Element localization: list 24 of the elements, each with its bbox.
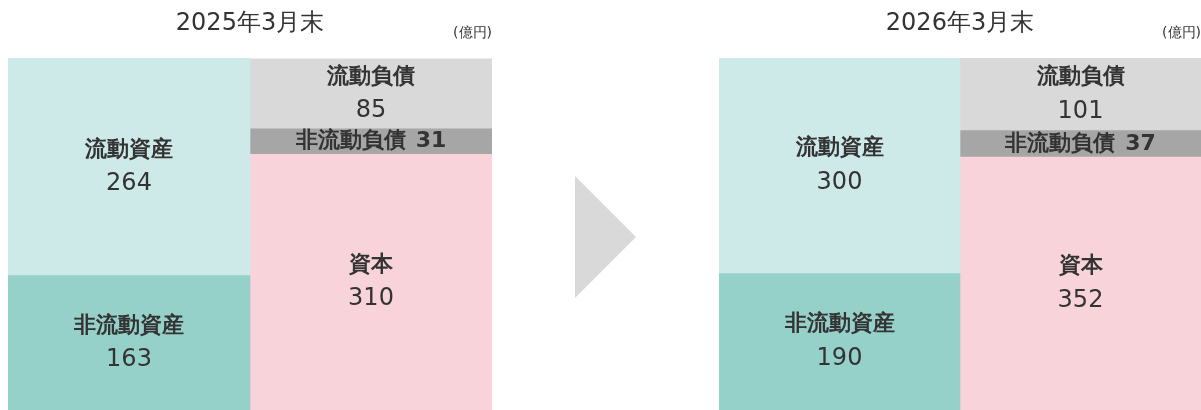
data-label: 190 bbox=[816, 342, 863, 371]
series-label: 流動負債 bbox=[1035, 63, 1125, 88]
chart-title: 2025年3月末 bbox=[175, 8, 325, 37]
data-label: 85 bbox=[355, 95, 387, 124]
data-label: 264 bbox=[106, 168, 152, 197]
data-label: 300 bbox=[816, 166, 863, 195]
series-label: 流動資産 bbox=[794, 134, 884, 160]
series-label: 非流動負債 bbox=[294, 127, 406, 153]
series-label: 非流動資産 bbox=[783, 310, 895, 336]
series-label: 資本 bbox=[348, 250, 394, 276]
series-label: 流動資産 bbox=[84, 135, 173, 161]
data-label: 352 bbox=[1057, 284, 1104, 313]
series-label: 流動負債 bbox=[326, 62, 415, 88]
text: (億円) bbox=[1162, 23, 1201, 40]
series-label: 資本 bbox=[1057, 252, 1104, 278]
data-label: 31 bbox=[415, 127, 447, 153]
data-label: 101 bbox=[1057, 95, 1104, 124]
text: (億円) bbox=[453, 23, 492, 40]
series-label: 非流動資産 bbox=[73, 311, 184, 337]
chart-title: 2026年3月末 bbox=[885, 8, 1035, 37]
data-label: 37 bbox=[1125, 129, 1156, 155]
data-label: 310 bbox=[348, 283, 394, 312]
series-label: 非流動負債 bbox=[1004, 129, 1116, 155]
data-label: 163 bbox=[106, 344, 152, 373]
